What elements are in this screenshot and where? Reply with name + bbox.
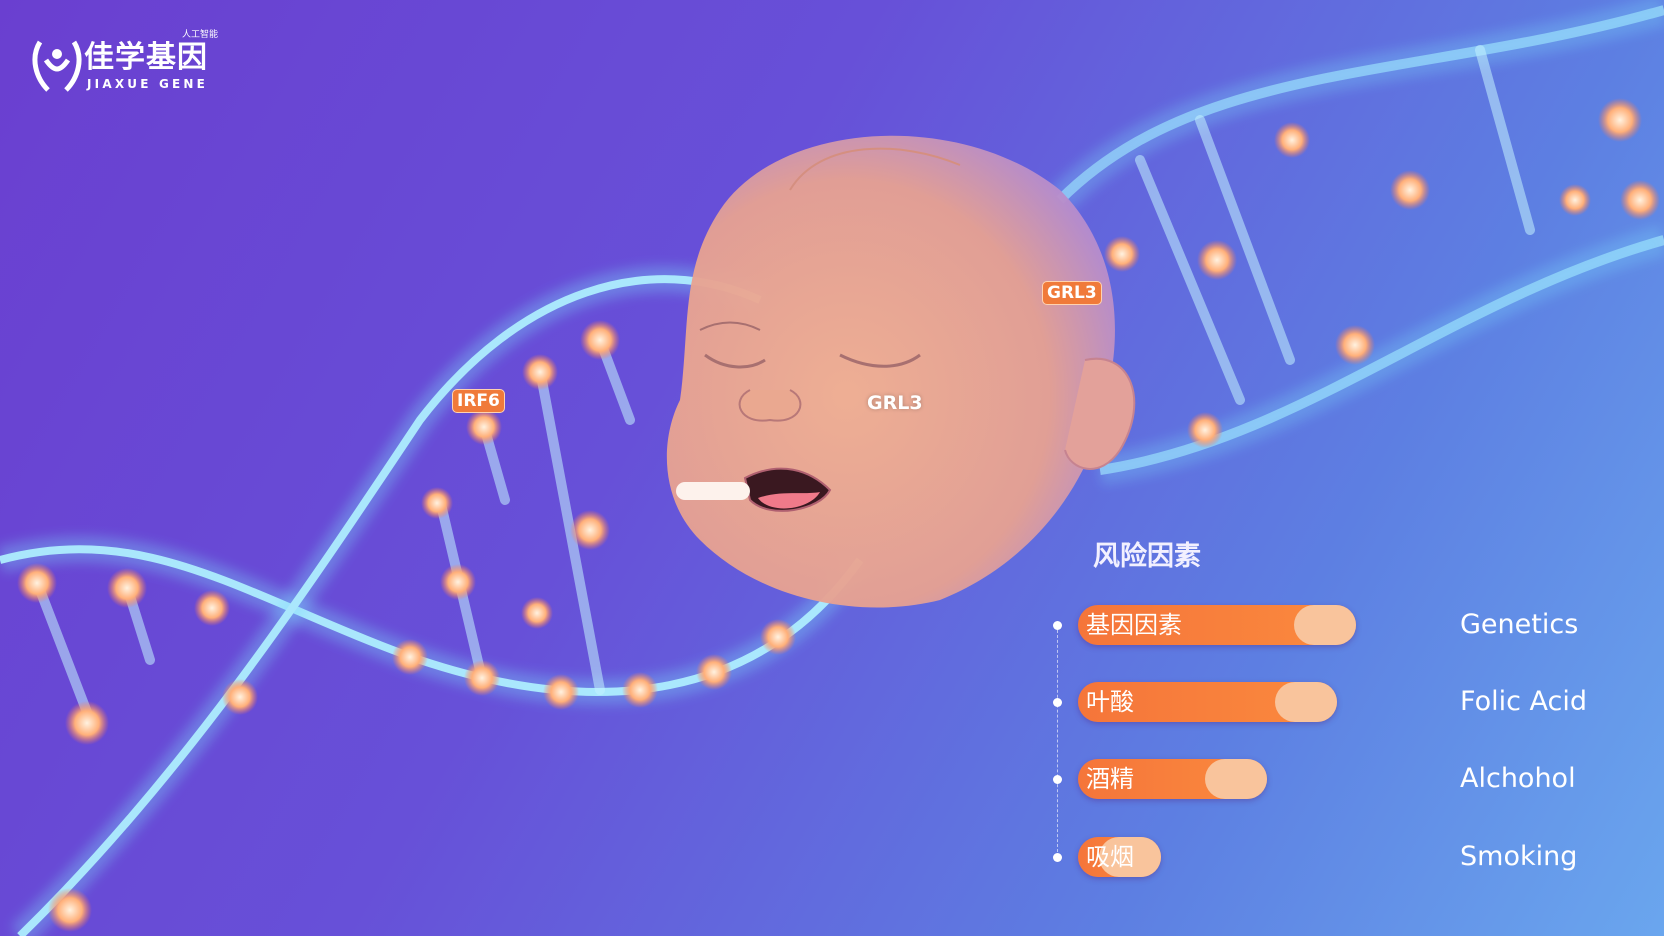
gene-label-grl3-face: GRL3 [867, 392, 923, 414]
risk-bar: 叶酸 [1078, 682, 1337, 722]
baby-head [666, 135, 1136, 608]
risk-bar-knob [1099, 837, 1162, 877]
logo-helix-icon [32, 40, 82, 92]
risk-bar-label-cn: 酒精 [1086, 765, 1134, 793]
brand-tagline: 人工智能 [182, 30, 219, 40]
brand-name-cn: 佳学基因 [84, 40, 208, 75]
risk-bar: 酒精 [1078, 759, 1268, 799]
risk-timeline [1057, 625, 1058, 857]
risk-bar-label-cn: 叶酸 [1086, 688, 1134, 716]
risk-bar-label-cn: 吸烟 [1086, 843, 1134, 871]
gene-label-grl3-ear: GRL3 [1042, 281, 1102, 305]
timeline-dot [1053, 698, 1062, 707]
risk-bar-label-cn: 基因因素 [1086, 611, 1182, 639]
risk-bar-knob [1274, 682, 1337, 722]
risk-bar: 吸烟 [1078, 837, 1162, 877]
risk-panel-title: 风险因素 [1093, 541, 1201, 572]
risk-label-en: Genetics [1460, 609, 1579, 640]
risk-bar-knob [1294, 605, 1356, 645]
risk-bar: 基因因素 [1078, 605, 1356, 645]
gene-label-irf6: IRF6 [452, 389, 505, 413]
risk-label-en: Alchohol [1460, 763, 1576, 794]
timeline-dot [1053, 621, 1062, 630]
dna-helix-right [1049, 0, 1664, 485]
timeline-dot [1053, 775, 1062, 784]
brand-logo: 人工智能 佳学基因 JIAXUE GENE [32, 30, 232, 96]
risk-bar-knob [1205, 759, 1268, 799]
risk-label-en: Folic Acid [1460, 686, 1587, 717]
timeline-dot [1053, 853, 1062, 862]
dna-beads [17, 98, 1660, 932]
brand-name-en: JIAXUE GENE [87, 77, 209, 91]
risk-label-en: Smoking [1460, 841, 1578, 872]
